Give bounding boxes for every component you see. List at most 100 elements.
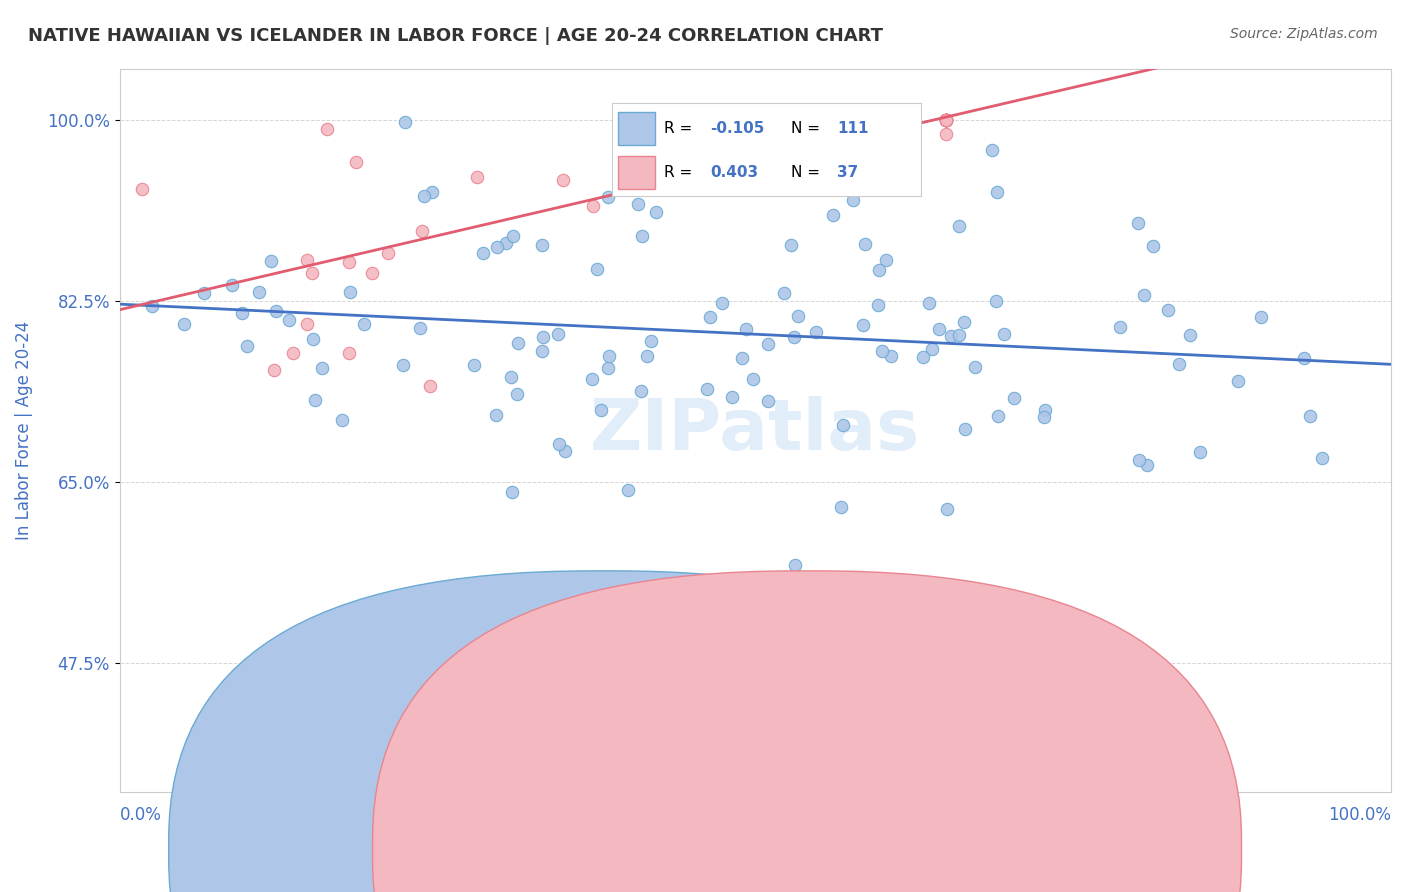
Point bbox=[721, 390, 744, 404]
Point bbox=[641, 140, 664, 154]
Point bbox=[394, 115, 416, 129]
Point bbox=[411, 224, 433, 238]
Point bbox=[935, 113, 957, 128]
Point bbox=[530, 344, 553, 359]
Point bbox=[756, 336, 779, 351]
Point bbox=[935, 113, 957, 128]
Text: N =: N = bbox=[792, 165, 825, 180]
Point bbox=[1167, 357, 1189, 371]
Point bbox=[463, 358, 485, 372]
Point bbox=[935, 113, 957, 128]
Point bbox=[627, 196, 650, 211]
Point bbox=[769, 113, 792, 128]
Y-axis label: In Labor Force | Age 20-24: In Labor Force | Age 20-24 bbox=[15, 320, 32, 540]
Point bbox=[392, 359, 415, 373]
Point bbox=[1033, 403, 1056, 417]
Point bbox=[301, 266, 323, 280]
Text: Icelanders: Icelanders bbox=[825, 843, 904, 857]
Text: 111: 111 bbox=[838, 121, 869, 136]
Point bbox=[806, 326, 828, 340]
Point bbox=[554, 443, 576, 458]
Point bbox=[547, 326, 569, 341]
Point bbox=[548, 436, 571, 450]
Point bbox=[711, 296, 734, 310]
Point bbox=[636, 349, 658, 363]
Point bbox=[231, 306, 253, 320]
Point bbox=[508, 336, 530, 351]
Point bbox=[918, 296, 941, 310]
Point bbox=[173, 317, 195, 331]
Point bbox=[581, 371, 603, 385]
Point bbox=[731, 351, 754, 365]
Point bbox=[235, 339, 257, 353]
Point bbox=[844, 113, 866, 128]
Point bbox=[935, 127, 957, 141]
Point bbox=[344, 154, 367, 169]
Point bbox=[935, 502, 957, 516]
Point bbox=[1250, 310, 1272, 324]
Point bbox=[756, 393, 779, 408]
Text: Source: ZipAtlas.com: Source: ZipAtlas.com bbox=[1230, 27, 1378, 41]
Text: R =: R = bbox=[664, 165, 697, 180]
Point bbox=[631, 228, 654, 243]
Point bbox=[1032, 409, 1054, 424]
Point bbox=[734, 322, 756, 336]
Point bbox=[831, 417, 853, 432]
Point bbox=[377, 245, 399, 260]
Point bbox=[879, 349, 901, 363]
Point bbox=[283, 346, 305, 360]
Point bbox=[1180, 328, 1202, 343]
Point bbox=[869, 144, 891, 158]
Point bbox=[485, 408, 508, 422]
Point bbox=[853, 236, 876, 251]
Point bbox=[598, 361, 620, 376]
Point bbox=[589, 403, 612, 417]
Point bbox=[948, 328, 970, 343]
Point bbox=[875, 252, 897, 267]
Text: NATIVE HAWAIIAN VS ICELANDER IN LABOR FORCE | AGE 20-24 CORRELATION CHART: NATIVE HAWAIIAN VS ICELANDER IN LABOR FO… bbox=[28, 27, 883, 45]
Point bbox=[696, 382, 718, 396]
Point bbox=[247, 285, 270, 300]
Point bbox=[472, 245, 495, 260]
Text: N =: N = bbox=[792, 121, 825, 136]
Point bbox=[311, 361, 333, 376]
Point bbox=[531, 330, 554, 344]
Point bbox=[259, 253, 281, 268]
Point bbox=[935, 113, 957, 128]
Point bbox=[786, 309, 808, 323]
Point bbox=[586, 262, 609, 277]
Point bbox=[630, 384, 652, 399]
Point bbox=[353, 317, 375, 331]
Point bbox=[682, 113, 704, 128]
Point bbox=[304, 392, 326, 407]
Point bbox=[921, 342, 943, 356]
Text: 100.0%: 100.0% bbox=[1329, 806, 1391, 824]
Point bbox=[495, 236, 517, 251]
Point bbox=[501, 485, 523, 500]
Point bbox=[963, 359, 986, 374]
Point bbox=[803, 146, 825, 161]
Point bbox=[409, 320, 432, 334]
Point bbox=[412, 188, 434, 202]
Point bbox=[1128, 453, 1150, 467]
Point bbox=[1142, 238, 1164, 252]
Point bbox=[981, 143, 1004, 157]
Point bbox=[935, 113, 957, 128]
Text: 0.403: 0.403 bbox=[710, 165, 759, 180]
Point bbox=[645, 205, 668, 219]
Text: ZIPatlas: ZIPatlas bbox=[591, 396, 921, 465]
Point bbox=[419, 378, 441, 392]
Point bbox=[582, 199, 605, 213]
Point bbox=[302, 332, 325, 346]
Point bbox=[952, 315, 974, 329]
Point bbox=[782, 329, 804, 343]
Point bbox=[928, 322, 950, 336]
Point bbox=[506, 387, 529, 401]
Point bbox=[1128, 216, 1150, 230]
Point bbox=[596, 190, 619, 204]
Point bbox=[987, 409, 1010, 423]
Point bbox=[993, 327, 1015, 342]
FancyBboxPatch shape bbox=[617, 156, 655, 189]
Point bbox=[221, 278, 243, 293]
Point bbox=[141, 299, 163, 313]
